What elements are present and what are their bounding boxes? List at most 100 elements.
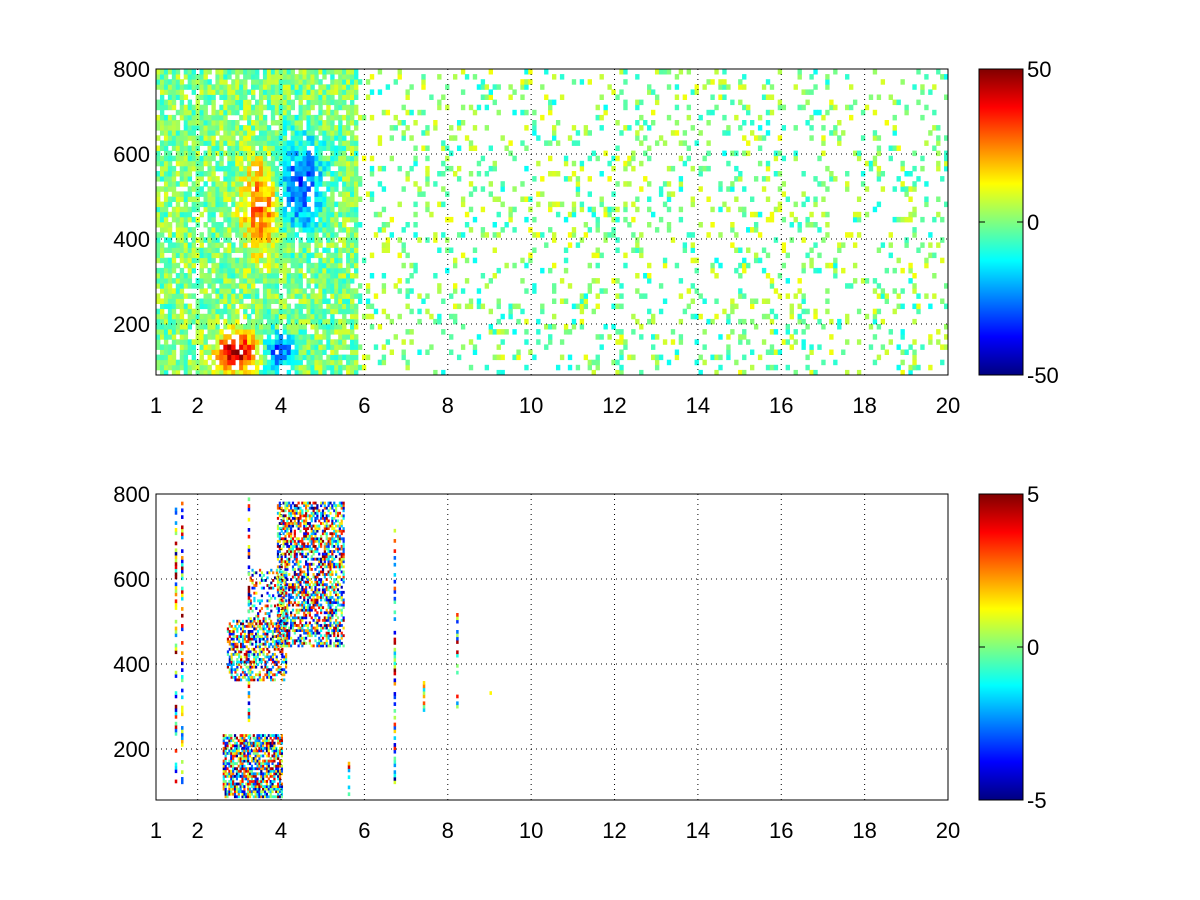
heatmap-cell [232, 757, 235, 760]
heatmap-cell [548, 155, 553, 162]
heatmap-cell [302, 84, 307, 90]
heatmap-cell [235, 247, 240, 253]
heatmap-cell [350, 247, 355, 253]
heatmap-cell [262, 176, 268, 182]
heatmap-cell [215, 278, 220, 284]
heatmap-cell [603, 104, 608, 111]
heatmap-cell [211, 135, 216, 141]
heatmap-cell [286, 145, 292, 151]
heatmap-cell [354, 150, 359, 157]
heatmap-cell [318, 313, 323, 320]
heatmap-cell [888, 329, 893, 335]
heatmap-cell [233, 762, 237, 766]
heatmap-cell [247, 354, 252, 361]
heatmap-cell [232, 663, 235, 666]
heatmap-cell [239, 191, 244, 197]
heatmap-cell [298, 267, 303, 274]
heatmap-cell [674, 104, 680, 111]
heatmap-cell [167, 186, 173, 192]
heatmap-cell [833, 130, 838, 136]
heatmap-cell [314, 252, 319, 259]
heatmap-cell [595, 222, 600, 228]
heatmap-cell [163, 206, 169, 213]
heatmap-cell [326, 298, 331, 304]
heatmap-cell [215, 201, 220, 208]
heatmap-cell [278, 308, 284, 315]
heatmap-cell [207, 349, 212, 355]
heatmap-cell [742, 267, 747, 274]
heatmap-cell [334, 222, 339, 228]
heatmap-cell [445, 237, 450, 243]
heatmap-cell [223, 135, 228, 141]
heatmap-cell [314, 262, 319, 269]
heatmap-cell [496, 369, 501, 376]
heatmap-cell [318, 130, 323, 136]
heatmap-cell [228, 762, 231, 766]
heatmap-cell [275, 757, 278, 760]
heatmap-cell [282, 181, 288, 187]
heatmap-cell [239, 69, 244, 75]
heatmap-cell [215, 324, 220, 330]
heatmap-cell [203, 84, 208, 90]
heatmap-cell [318, 109, 323, 116]
heatmap-cell [267, 764, 270, 768]
heatmap-cell [409, 308, 414, 315]
heatmap-cell [350, 232, 355, 238]
heatmap-cell [235, 69, 240, 75]
heatmap-cell [278, 79, 284, 85]
heatmap-cell [179, 283, 185, 289]
heatmap-cell [183, 247, 189, 253]
heatmap-cell [245, 774, 248, 778]
heatmap-cell [742, 211, 747, 218]
heatmap-cell [298, 222, 303, 228]
heatmap-cell [548, 104, 553, 111]
heatmap-cell [405, 176, 410, 182]
heatmap-cell [603, 237, 608, 243]
heatmap-cell [274, 318, 280, 325]
heatmap-cell [195, 181, 200, 187]
heatmap-cell [156, 145, 161, 151]
heatmap-cell [228, 759, 231, 763]
heatmap-cell [256, 741, 259, 745]
heatmap-cell [159, 130, 165, 136]
heatmap-cell [258, 257, 264, 264]
heatmap-cell [179, 130, 185, 136]
heatmap-cell [274, 308, 280, 315]
heatmap-cell [809, 74, 814, 80]
heatmap-cell [167, 155, 173, 162]
heatmap-cell [504, 145, 509, 151]
heatmap-cell [274, 69, 280, 75]
heatmap-cell [706, 232, 711, 238]
heatmap-cell [666, 196, 672, 202]
heatmap-cell [159, 109, 165, 116]
heatmap-cell [167, 211, 173, 218]
heatmap-cell [251, 84, 256, 90]
heatmap-cell [924, 293, 929, 299]
heatmap-cell [203, 140, 208, 146]
heatmap-cell [228, 632, 231, 636]
heatmap-cell [599, 201, 604, 208]
heatmap-cell [619, 69, 624, 75]
heatmap-cell [247, 247, 252, 253]
heatmap-cell [243, 632, 246, 636]
heatmap-cell [306, 186, 311, 192]
heatmap-cell [730, 150, 735, 157]
heatmap-cell [171, 344, 177, 350]
heatmap-cell [227, 94, 232, 100]
heatmap-cell [298, 339, 303, 345]
heatmap-cell [350, 99, 355, 106]
heatmap-cell [227, 227, 232, 233]
heatmap-cell [278, 252, 284, 259]
heatmap-cell [492, 165, 497, 172]
heatmap-cell [243, 247, 248, 253]
heatmap-cell [241, 751, 244, 755]
heatmap-cell [797, 69, 802, 75]
heatmap-cell [381, 359, 387, 366]
heatmap-cell [310, 99, 315, 106]
heatmap-cell [666, 206, 672, 213]
heatmap-cell [354, 145, 359, 151]
heatmap-cell [227, 288, 232, 294]
heatmap-cell [496, 329, 501, 335]
heatmap-cell [243, 655, 246, 659]
heatmap-cell [159, 211, 165, 218]
